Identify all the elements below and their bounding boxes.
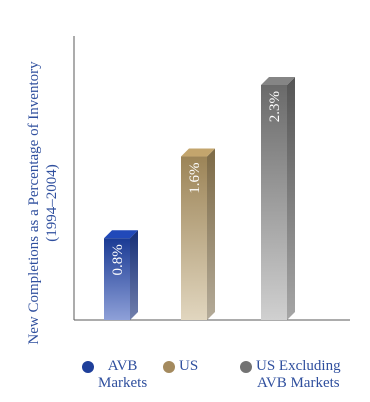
legend-label: US: [179, 358, 199, 374]
bar-1: 1.6%: [181, 148, 215, 320]
bar-value-label: 1.6%: [187, 163, 203, 194]
legend-label: US Excluding AVB Markets: [256, 358, 341, 391]
bar-front: [261, 85, 287, 320]
legend: AVB Markets US US Excluding AVB Markets: [0, 358, 370, 402]
bar-value-label: 0.8%: [110, 244, 126, 275]
bar-2: 2.3%: [261, 77, 295, 320]
y-axis-label-years: (1994–2004): [44, 164, 60, 242]
bar-front: [181, 156, 207, 320]
bar-top: [181, 148, 215, 157]
legend-dot-icon: [82, 361, 94, 373]
legend-item-us: US: [163, 358, 198, 375]
legend-dot-icon: [240, 361, 252, 373]
bar-side: [287, 77, 295, 320]
legend-label: AVB Markets: [98, 358, 148, 391]
legend-item-avb: AVB Markets: [82, 358, 147, 392]
bar-0: 0.8%: [104, 230, 138, 320]
bar-side: [130, 230, 138, 320]
bar-value-label: 2.3%: [267, 91, 283, 122]
bar-side: [207, 148, 215, 320]
legend-dot-icon: [163, 361, 175, 373]
y-axis-title: New Completions as a Percentage of Inven…: [26, 61, 60, 345]
y-axis-label: New Completions as a Percentage of Inven…: [26, 61, 42, 345]
bars-group: 0.8% 1.6% 2.3%: [104, 77, 295, 320]
bar-front: [104, 238, 130, 320]
bar-top: [261, 77, 295, 85]
legend-item-us-excluding-avb: US Excluding AVB Markets: [240, 358, 341, 392]
bar-top: [104, 230, 138, 239]
